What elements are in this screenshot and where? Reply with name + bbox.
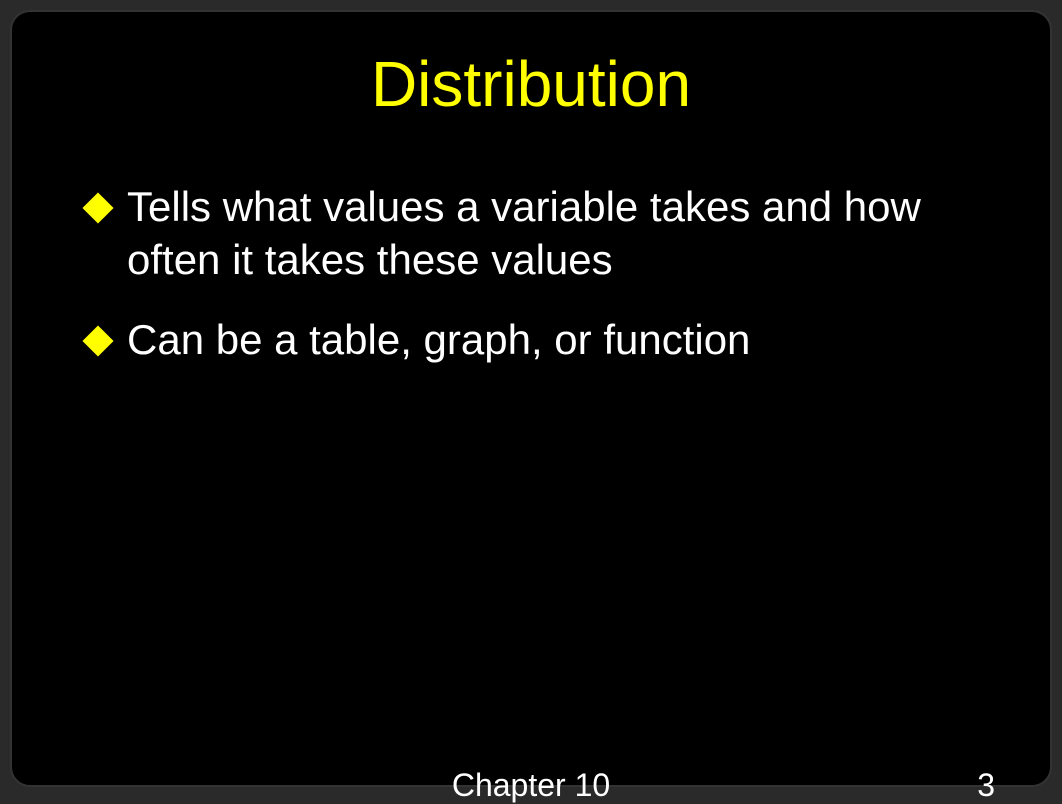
list-item: Tells what values a variable takes and h… (87, 181, 995, 286)
bullet-list: Tells what values a variable takes and h… (67, 181, 995, 367)
slide-container: Distribution Tells what values a variabl… (10, 10, 1052, 787)
diamond-bullet-icon (82, 192, 113, 223)
list-item: Can be a table, graph, or function (87, 314, 995, 367)
bullet-text: Can be a table, graph, or function (127, 314, 750, 367)
diamond-bullet-icon (82, 325, 113, 356)
page-number: 3 (977, 767, 995, 804)
slide-title: Distribution (67, 47, 995, 121)
bullet-text: Tells what values a variable takes and h… (127, 181, 995, 286)
chapter-label: Chapter 10 (452, 767, 610, 804)
